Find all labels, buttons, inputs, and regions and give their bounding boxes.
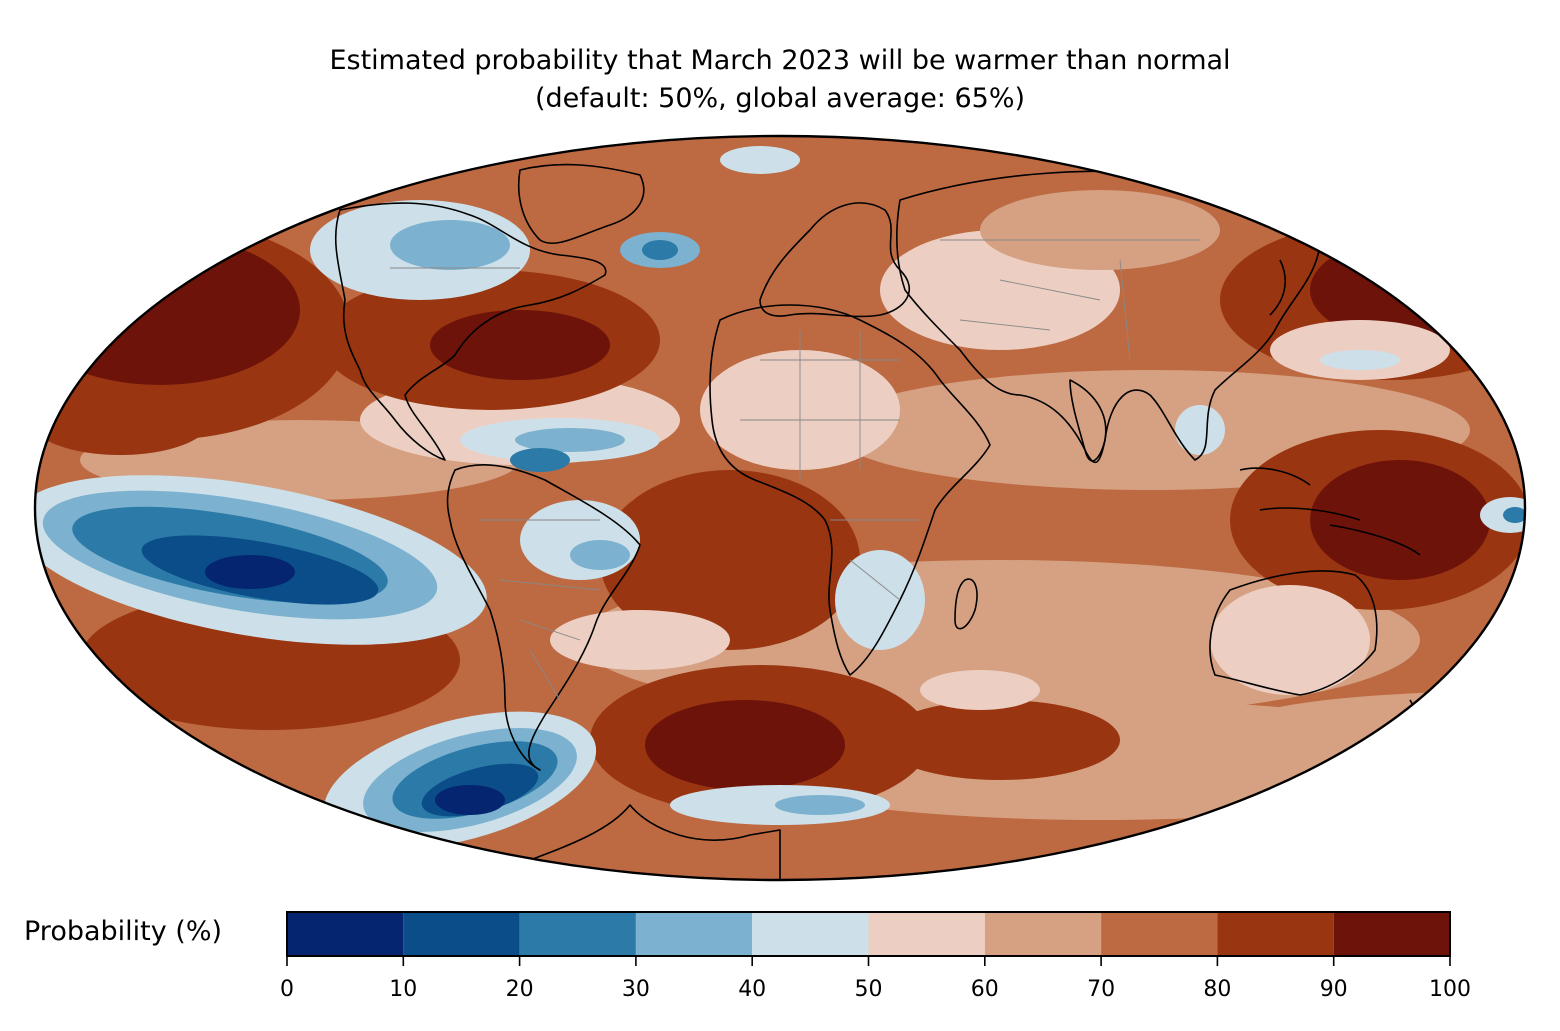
map-title-line2: (default: 50%, global average: 65%) [534, 83, 1026, 114]
colorbar-label: Probability (%) [24, 916, 223, 947]
cool-regions [35, 146, 1525, 849]
country-borders [390, 239, 1200, 701]
map-title-line1: Estimated probability that March 2023 wi… [329, 45, 1231, 76]
warm-regions [35, 220, 1525, 815]
map-title: Estimated probability that March 2023 wi… [0, 42, 1560, 118]
globe-outline [33, 134, 1527, 882]
